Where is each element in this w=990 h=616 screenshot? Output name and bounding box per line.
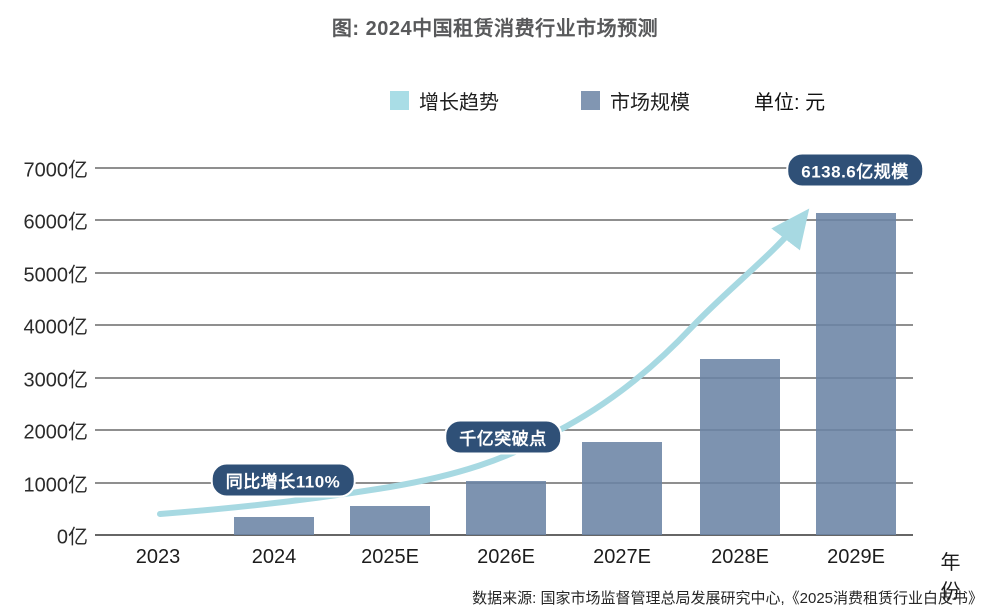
legend-item-market: 市场规模 <box>581 86 690 115</box>
market-swatch-icon <box>581 91 600 110</box>
annotation-growth-rate: 同比增长110% <box>210 462 356 498</box>
ytick-label: 1000亿 <box>23 474 89 497</box>
xtick-label-2024: 2024 <box>251 546 297 568</box>
legend-label-market: 市场规模 <box>610 92 690 114</box>
gridline-4000亿 <box>95 324 913 327</box>
xtick-label-2027E: 2027E <box>593 546 651 568</box>
ytick-label: 6000亿 <box>23 211 89 234</box>
xaxis-title: 年份 <box>940 552 961 603</box>
legend: 增长趋势 市场规模 单位: 元 <box>390 86 825 115</box>
xtick-label-2029E: 2029E <box>827 546 885 568</box>
gridline-5000亿 <box>95 271 913 274</box>
gridline-0亿 <box>95 534 913 536</box>
ytick-label: 4000亿 <box>23 316 89 339</box>
gridline-3000亿 <box>95 376 913 379</box>
ytick-label: 5000亿 <box>23 264 89 287</box>
ytick-label: 0亿 <box>56 526 88 549</box>
xtick-label-2026E: 2026E <box>477 546 535 568</box>
trend-swatch-icon <box>390 91 409 110</box>
annotation-breakthrough: 千亿突破点 <box>444 419 562 455</box>
bar-2028E <box>700 359 780 535</box>
bar-2025E <box>350 506 430 535</box>
bar-2027E <box>582 441 662 535</box>
source-text: 数据来源: 国家市场监督管理总局发展研究中心,《2025消费租赁行业白皮书》 <box>472 590 983 607</box>
page-title: 图: 2024中国租赁消费行业市场预测 <box>331 18 659 40</box>
ytick-label: 2000亿 <box>23 421 89 444</box>
xtick-label-2028E: 2028E <box>711 546 769 568</box>
bar-2029E <box>816 213 896 535</box>
legend-item-trend: 增长趋势 <box>390 86 499 115</box>
xtick-label-2023: 2023 <box>135 546 181 568</box>
gridline-6000亿 <box>95 219 913 222</box>
bar-2024 <box>234 516 314 535</box>
gridline-7000亿 <box>95 167 913 169</box>
unit-label: 单位: 元 <box>754 92 826 114</box>
legend-label-trend: 增长趋势 <box>419 92 499 114</box>
annotation-final-scale: 6138.6亿规模 <box>786 152 924 188</box>
ytick-label: 3000亿 <box>23 369 89 392</box>
xtick-label-2025E: 2025E <box>361 546 419 568</box>
ytick-label: 7000亿 <box>23 159 89 182</box>
bar-2026E <box>466 480 546 535</box>
